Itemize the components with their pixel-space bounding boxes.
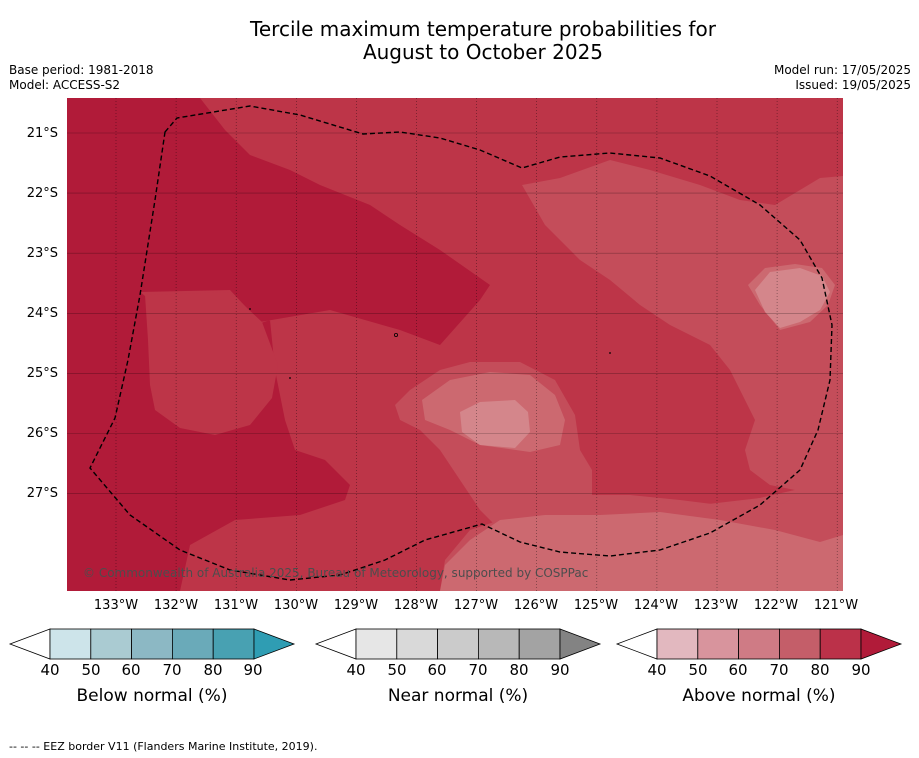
chart-title: Tercile maximum temperature probabilitie… [0, 18, 919, 64]
lon-label: 121°W [813, 598, 859, 613]
colorbar-segment [131, 628, 173, 660]
colorbar-extend-low [314, 628, 357, 660]
colorbar-segment [779, 628, 821, 660]
colorbar-tick: 80 [203, 661, 223, 679]
map-gridlines [67, 98, 843, 591]
colorbar-near-normal [314, 628, 602, 660]
region-above-70 [440, 160, 843, 591]
colorbar-tick: 80 [810, 661, 830, 679]
lat-label: 21°S [26, 126, 58, 141]
lon-label: 132°W [153, 598, 199, 613]
lon-label: 127°W [453, 598, 499, 613]
map-fill [67, 98, 843, 591]
colorbar-segment [437, 628, 479, 660]
island-markers [249, 308, 611, 379]
colorbar-tick: 90 [851, 661, 871, 679]
lat-label: 26°S [26, 426, 58, 441]
colorbar-tick: 70 [162, 661, 182, 679]
colorbar-segment [90, 628, 133, 660]
eez-border-line [89, 105, 833, 581]
model-name: Model: ACCESS-S2 [9, 78, 121, 92]
colorbar-segment [819, 628, 862, 660]
base-period: Base period: 1981-2018 [9, 63, 154, 77]
colorbar-label-above: Above normal (%) [682, 686, 836, 706]
title-line-2: August to October 2025 [362, 40, 604, 64]
colorbar-segment [518, 628, 561, 660]
lat-label: 25°S [26, 366, 58, 381]
colorbar-tick: 40 [40, 661, 60, 679]
island-marker [609, 352, 611, 354]
lat-label: 22°S [26, 186, 58, 201]
footnote: -- -- -- EEZ border V11 (Flanders Marine… [9, 740, 318, 753]
colorbar-segment [396, 628, 438, 660]
colorbar-extend-high [860, 628, 903, 660]
colorbar-segment [738, 628, 780, 660]
colorbar-tick: 70 [769, 661, 789, 679]
island-marker [289, 377, 291, 379]
colorbar-tick: 40 [647, 661, 667, 679]
colorbar-tick: 90 [243, 661, 263, 679]
colorbar-tick: 60 [728, 661, 748, 679]
meta-right: Model run: 17/05/2025 Issued: 19/05/2025 [774, 63, 911, 93]
region-above-80-west [145, 292, 278, 435]
lon-label: 129°W [333, 598, 379, 613]
lat-label: 24°S [26, 306, 58, 321]
lon-label: 128°W [393, 598, 439, 613]
lon-label: 131°W [213, 598, 259, 613]
title-line-1: Tercile maximum temperature probabilitie… [250, 17, 716, 41]
island-marker [249, 308, 251, 310]
colorbar-segment [355, 628, 398, 660]
lon-label: 122°W [753, 598, 799, 613]
lon-label: 126°W [513, 598, 559, 613]
meta-left: Base period: 1981-2018 Model: ACCESS-S2 [9, 63, 154, 93]
model-run: Model run: 17/05/2025 [773, 63, 911, 77]
colorbar-tick: 40 [346, 661, 366, 679]
colorbar-tick: 90 [550, 661, 570, 679]
lat-label: 23°S [26, 246, 58, 261]
lon-label: 133°W [93, 598, 139, 613]
colorbar-extend-low [615, 628, 658, 660]
lat-label: 27°S [26, 486, 58, 501]
colorbar-above-normal [615, 628, 903, 660]
colorbar-tick: 60 [427, 661, 447, 679]
colorbar-tick: 50 [688, 661, 708, 679]
colorbar-segment [697, 628, 739, 660]
issued-date: Issued: 19/05/2025 [795, 78, 911, 92]
copyright-text: © Commonwealth of Australia 2025, Bureau… [83, 566, 589, 580]
colorbar-segment [212, 628, 255, 660]
colorbar-tick: 50 [81, 661, 101, 679]
colorbar-tick: 50 [387, 661, 407, 679]
colorbar-segment [477, 628, 520, 660]
region-above-60 [440, 512, 843, 591]
colorbar-below-normal [8, 628, 296, 660]
colorbar-tick: 80 [509, 661, 529, 679]
colorbar-label-near: Near normal (%) [387, 686, 529, 706]
region-above-50 [460, 400, 530, 448]
lon-label: 124°W [633, 598, 679, 613]
colorbar-segment [656, 628, 699, 660]
lon-label: 123°W [693, 598, 739, 613]
colorbar-tick: 70 [468, 661, 488, 679]
lon-label: 125°W [573, 598, 619, 613]
colorbar-extend-high [253, 628, 296, 660]
lon-label: 130°W [273, 598, 319, 613]
colorbar-label-below: Below normal (%) [76, 686, 228, 706]
island-marker [393, 332, 398, 337]
colorbar-extend-low [8, 628, 51, 660]
region-above-50-ne [755, 268, 830, 328]
colorbar-tick: 60 [121, 661, 141, 679]
colorbar-segment [171, 628, 214, 660]
region-above-70-east [800, 372, 843, 420]
colorbar-extend-high [559, 628, 602, 660]
colorbar-segment [49, 628, 92, 660]
